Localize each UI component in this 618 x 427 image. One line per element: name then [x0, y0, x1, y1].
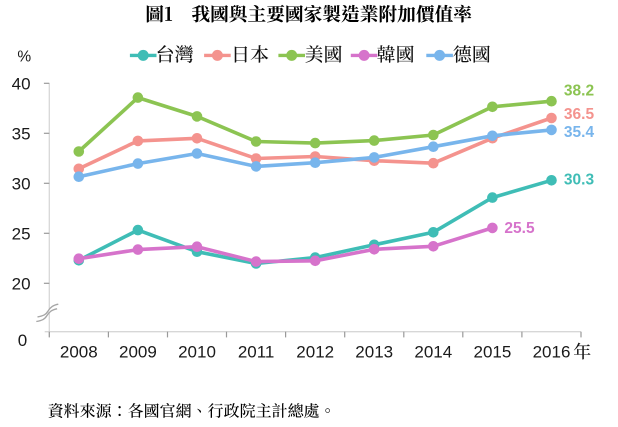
svg-text:2009: 2009: [119, 343, 157, 362]
svg-text:25: 25: [12, 224, 31, 243]
svg-text:2012: 2012: [296, 343, 334, 362]
svg-text:35: 35: [12, 124, 31, 143]
svg-text:2008: 2008: [60, 343, 98, 362]
svg-text:0: 0: [18, 331, 27, 350]
svg-text:38.2: 38.2: [564, 83, 594, 100]
svg-text:30: 30: [12, 174, 31, 193]
svg-text:2015: 2015: [473, 343, 511, 362]
svg-text:2014: 2014: [414, 343, 452, 362]
svg-text:25.5: 25.5: [504, 220, 535, 237]
svg-text:20: 20: [12, 274, 31, 293]
svg-text:%: %: [17, 49, 31, 66]
svg-text:2016: 2016: [533, 343, 571, 362]
svg-text:2013: 2013: [355, 343, 393, 362]
svg-text:36.5: 36.5: [564, 106, 595, 123]
svg-text:2010: 2010: [178, 343, 216, 362]
svg-text:2011: 2011: [238, 343, 275, 362]
svg-text:30.3: 30.3: [564, 172, 595, 189]
svg-text:40: 40: [12, 74, 31, 93]
svg-text:35.4: 35.4: [564, 124, 595, 141]
